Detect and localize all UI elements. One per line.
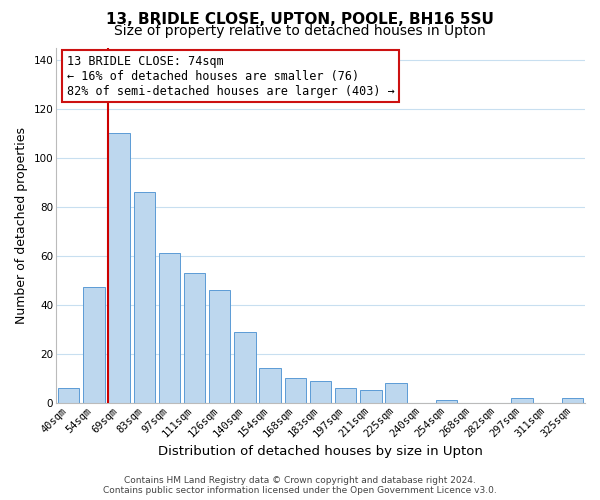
Bar: [511, 398, 533, 402]
Bar: [310, 380, 331, 402]
Y-axis label: Number of detached properties: Number of detached properties: [15, 126, 28, 324]
Bar: [209, 290, 230, 403]
Bar: [134, 192, 155, 402]
Bar: [159, 253, 180, 402]
Bar: [335, 388, 356, 402]
Text: 13 BRIDLE CLOSE: 74sqm
← 16% of detached houses are smaller (76)
82% of semi-det: 13 BRIDLE CLOSE: 74sqm ← 16% of detached…: [67, 54, 394, 98]
Bar: [436, 400, 457, 402]
Bar: [385, 383, 407, 402]
Text: Contains HM Land Registry data © Crown copyright and database right 2024.
Contai: Contains HM Land Registry data © Crown c…: [103, 476, 497, 495]
Text: Size of property relative to detached houses in Upton: Size of property relative to detached ho…: [114, 24, 486, 38]
Bar: [562, 398, 583, 402]
Text: 13, BRIDLE CLOSE, UPTON, POOLE, BH16 5SU: 13, BRIDLE CLOSE, UPTON, POOLE, BH16 5SU: [106, 12, 494, 28]
Bar: [234, 332, 256, 402]
Bar: [184, 273, 205, 402]
Bar: [360, 390, 382, 402]
Bar: [58, 388, 79, 402]
Bar: [83, 288, 104, 403]
Bar: [259, 368, 281, 402]
Bar: [109, 133, 130, 402]
X-axis label: Distribution of detached houses by size in Upton: Distribution of detached houses by size …: [158, 444, 483, 458]
Bar: [284, 378, 306, 402]
